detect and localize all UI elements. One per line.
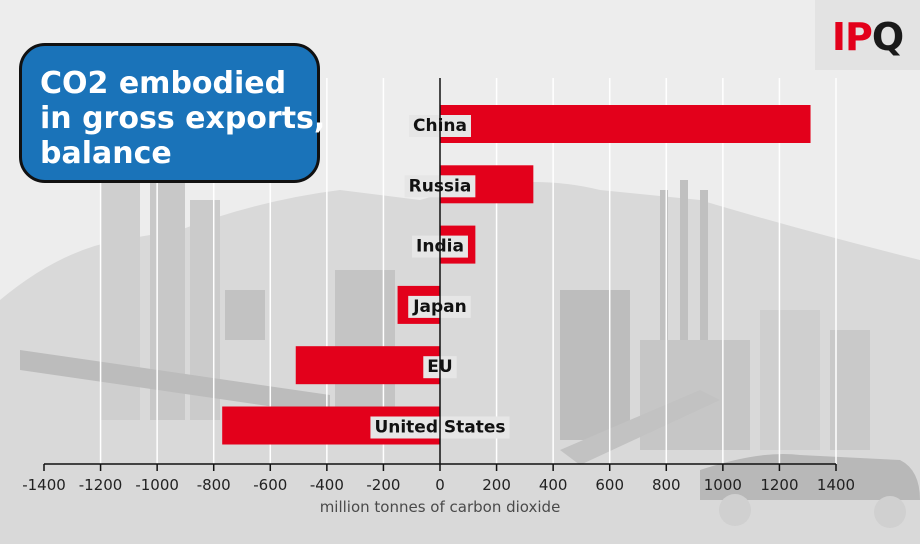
- logo-q: Q: [871, 15, 904, 59]
- x-tick-label: 400: [539, 476, 568, 494]
- x-tick-label: 1200: [760, 476, 798, 494]
- x-axis: -1400 -1200 -1000 -800 -600 -400 -200 0 200 400 60…: [22, 78, 855, 494]
- x-tick-label: -400: [310, 476, 344, 494]
- logo-ip: IP: [831, 15, 873, 59]
- industrial-background-silhouette: [0, 150, 920, 544]
- x-tick-label: -600: [253, 476, 287, 494]
- ipq-logo: IPQ: [815, 0, 920, 70]
- x-tick-label: 1400: [817, 476, 855, 494]
- x-tick-label: -200: [366, 476, 400, 494]
- x-tick-label: 200: [482, 476, 511, 494]
- x-tick-label: -800: [197, 476, 231, 494]
- x-tick-label: -1000: [135, 476, 179, 494]
- bar-eu: [295, 346, 440, 385]
- x-tick-label: 1000: [704, 476, 742, 494]
- x-tick-label: 600: [595, 476, 624, 494]
- x-axis-label: million tonnes of carbon dioxide: [320, 498, 561, 516]
- title-line-2: in gross exports,: [40, 101, 326, 136]
- x-tick-label: -1400: [22, 476, 66, 494]
- x-tick-label: -1200: [79, 476, 123, 494]
- title-line-3: balance: [40, 136, 172, 171]
- title-line-1: CO2 embodied: [40, 66, 287, 101]
- x-tick-label: 800: [652, 476, 681, 494]
- x-tick-label: 0: [435, 476, 445, 494]
- bar-china: [440, 105, 811, 143]
- chart-title-box: CO2 embodied in gross exports, balance: [19, 43, 326, 183]
